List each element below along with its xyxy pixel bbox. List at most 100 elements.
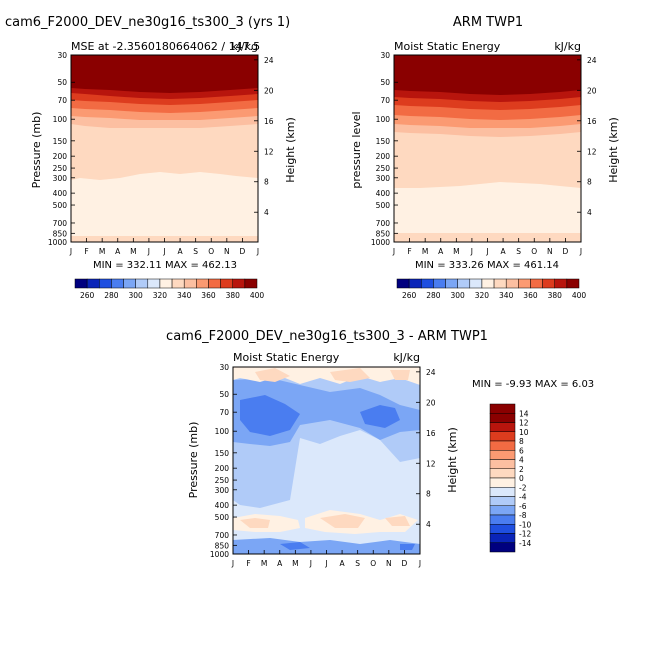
colorbar-label: 0 xyxy=(519,474,524,483)
y2-tick-label: 20 xyxy=(264,86,274,95)
colorbar-swatch xyxy=(74,278,88,289)
colorbar-swatch xyxy=(86,278,100,289)
y-tick-label: 300 xyxy=(215,486,230,495)
colorbar-swatch xyxy=(421,278,434,289)
y2-tick-label: 16 xyxy=(587,117,597,126)
y2-tick-label: 8 xyxy=(426,490,431,499)
panel-model-title: cam6_F2000_DEV_ne30g16_ts300_3 (yrs 1) xyxy=(5,15,290,30)
y-tick-label: 150 xyxy=(376,137,391,146)
colorbar-swatch xyxy=(566,278,580,289)
x-tick-label: J xyxy=(256,247,259,256)
x-tick-label: J xyxy=(162,247,165,256)
x-tick-label: M xyxy=(453,247,459,256)
x-tick-label: M xyxy=(422,247,428,256)
colorbar-label: -8 xyxy=(519,511,527,520)
y2-tick-label: 16 xyxy=(426,429,436,438)
colorbar-label: 380 xyxy=(548,291,563,300)
colorbar-label: 340 xyxy=(499,291,514,300)
x-tick-label: D xyxy=(240,247,246,256)
panel-model-subtitle-left: MSE at -2.3560180664062 / 147.5 xyxy=(71,40,260,53)
panel-diff-title: cam6_F2000_DEV_ne30g16_ts300_3 - ARM TWP… xyxy=(166,329,488,344)
y-tick-label: 1000 xyxy=(48,238,67,247)
panel-model-subtitle-right: kJ/kg xyxy=(231,40,258,53)
colorbar-swatch xyxy=(469,278,483,289)
panel-obs-subtitle-right: kJ/kg xyxy=(554,40,581,53)
colorbar-swatch xyxy=(433,278,446,289)
panel-diff-subtitle-right: kJ/kg xyxy=(393,351,420,364)
y-tick-label: 100 xyxy=(376,115,391,124)
y-axis-label: Pressure (mb) xyxy=(30,112,43,189)
colorbar-swatch xyxy=(489,459,516,469)
x-tick-label: J xyxy=(418,559,421,568)
y-tick-label: 70 xyxy=(219,408,229,417)
colorbar-swatch xyxy=(147,278,161,289)
field-strong-blue-2 xyxy=(360,405,400,428)
panel-diff-subtitle-left: Moist Static Energy xyxy=(233,351,340,364)
colorbar-swatch xyxy=(232,278,246,289)
x-tick-label: A xyxy=(340,559,346,568)
colorbar-label: -14 xyxy=(519,539,531,548)
field-mid-orange xyxy=(240,514,410,528)
y-tick-label: 200 xyxy=(215,464,230,473)
y2-tick-label: 8 xyxy=(587,178,592,187)
y-tick-label: 1000 xyxy=(371,238,390,247)
y-tick-label: 100 xyxy=(53,115,68,124)
panel-diff: cam6_F2000_DEV_ne30g16_ts300_3 - ARM TWP… xyxy=(166,329,594,568)
y-tick-label: 30 xyxy=(380,51,390,60)
y2-tick-label: 12 xyxy=(264,147,274,156)
colorbar-label: 8 xyxy=(519,437,524,446)
colorbar-label: 10 xyxy=(519,428,529,437)
band-darkred xyxy=(71,55,258,93)
x-tick-label: N xyxy=(386,559,392,568)
band-bottom xyxy=(394,233,581,242)
y-tick-label: 700 xyxy=(53,219,68,228)
x-tick-label: O xyxy=(531,247,537,256)
colorbar-swatch xyxy=(135,278,149,289)
colorbar-label: 400 xyxy=(250,291,265,300)
colorbar-swatch xyxy=(489,487,516,497)
y-axis-label: Pressure (mb) xyxy=(187,422,200,499)
x-tick-label: J xyxy=(470,247,473,256)
colorbar-swatch xyxy=(208,278,221,289)
colorbar-swatch xyxy=(489,450,516,460)
colorbar-swatch xyxy=(99,278,112,289)
panel-obs-plot xyxy=(393,54,582,243)
x-tick-label: A xyxy=(115,247,121,256)
x-tick-label: M xyxy=(292,559,298,568)
colorbar-label: 14 xyxy=(519,409,529,418)
y-tick-label: 200 xyxy=(53,152,68,161)
x-tick-label: J xyxy=(147,247,150,256)
colorbar-label: 360 xyxy=(523,291,538,300)
x-tick-label: A xyxy=(438,247,444,256)
x-tick-label: A xyxy=(178,247,184,256)
field-mid-warm xyxy=(233,510,418,534)
colorbar-swatch xyxy=(457,278,471,289)
y-tick-label: 100 xyxy=(215,427,230,436)
x-tick-label: J xyxy=(579,247,582,256)
panel-obs-title: ARM TWP1 xyxy=(453,15,523,30)
band-darkred xyxy=(394,55,581,95)
stats-text: MIN = -9.93 MAX = 6.03 xyxy=(472,379,594,390)
y-tick-label: 30 xyxy=(57,51,67,60)
colorbar-label: 260 xyxy=(80,291,95,300)
x-tick-label: S xyxy=(355,559,360,568)
y-tick-label: 300 xyxy=(376,174,391,183)
y2-tick-label: 8 xyxy=(264,178,269,187)
colorbar-swatch xyxy=(554,278,568,289)
colorbar-swatch xyxy=(489,431,516,442)
x-tick-label: J xyxy=(324,559,327,568)
colorbar: 260 280 300 320 340 360 380 400 xyxy=(396,278,586,300)
colorbar-swatch xyxy=(489,403,516,414)
y-tick-label: 700 xyxy=(215,531,230,540)
colorbar-swatch xyxy=(489,422,516,432)
colorbar-swatch xyxy=(489,505,516,516)
y-tick-label: 300 xyxy=(53,174,68,183)
colorbar-swatch xyxy=(489,496,516,506)
x-tick-label: M xyxy=(99,247,105,256)
x-tick-label: J xyxy=(309,559,312,568)
colorbar-label: 380 xyxy=(226,291,241,300)
colorbar-label: 280 xyxy=(426,291,441,300)
y-axis-label: pressure level xyxy=(350,111,363,188)
colorbar-swatch xyxy=(493,278,507,289)
